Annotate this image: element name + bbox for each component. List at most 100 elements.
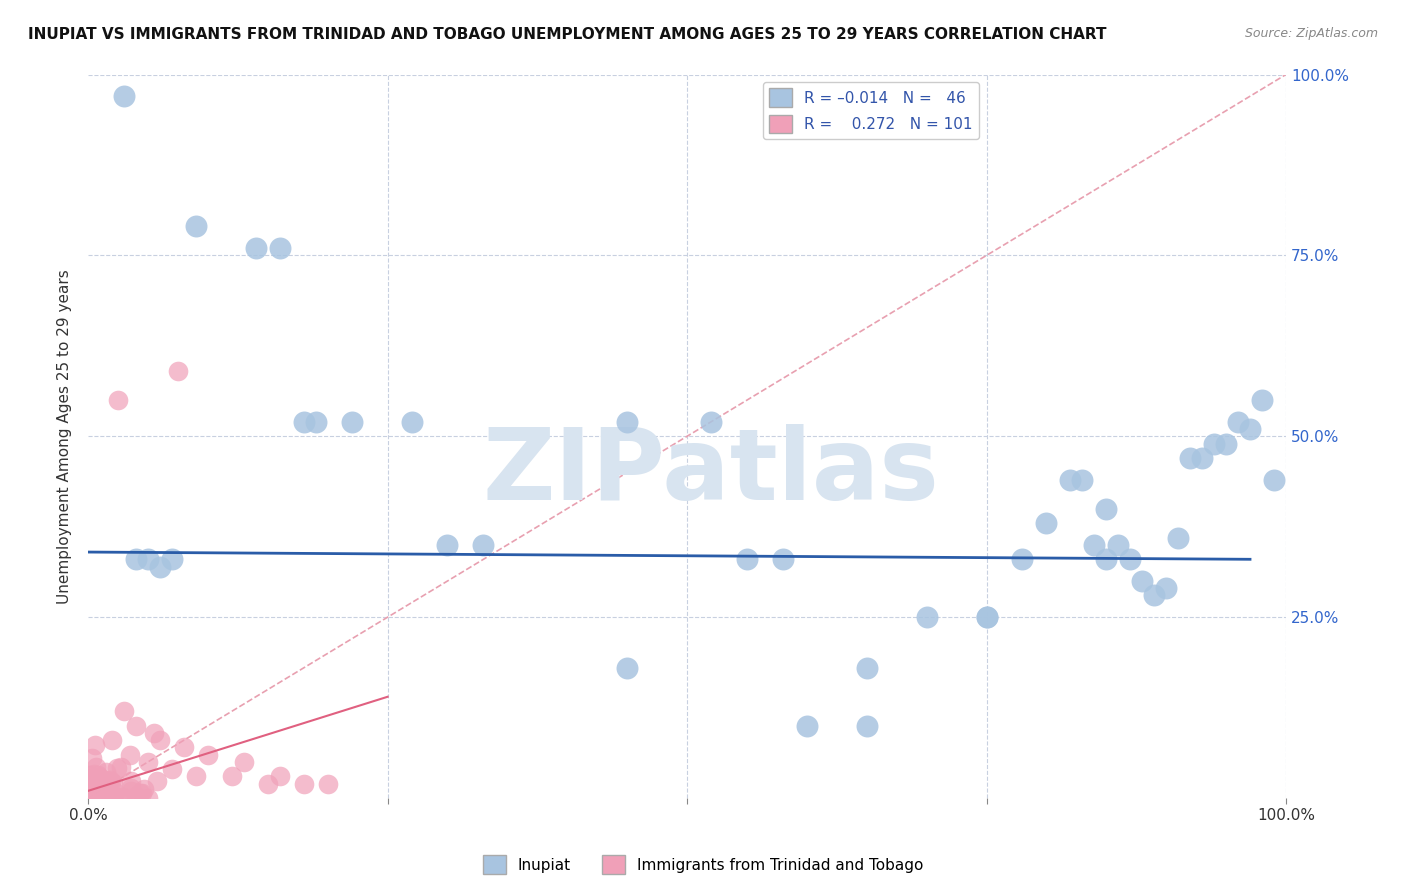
Point [149, 733, 172, 747]
Point [184, 769, 207, 783]
Point [86, 790, 108, 805]
Point [89, 789, 111, 804]
Point [83, 788, 105, 802]
Point [160, 552, 183, 566]
Point [83, 789, 105, 804]
Point [616, 415, 638, 429]
Point [83, 788, 105, 802]
Point [269, 241, 291, 255]
Point [1154, 581, 1177, 595]
Point [292, 415, 315, 429]
Point [111, 790, 134, 805]
Point [136, 755, 159, 769]
Point [101, 733, 124, 747]
Point [167, 364, 190, 378]
Point [1035, 516, 1057, 530]
Point [1178, 450, 1201, 465]
Point [83, 767, 105, 781]
Point [1239, 422, 1261, 436]
Point [83, 778, 105, 792]
Point [98, 789, 121, 803]
Point [86, 774, 108, 789]
Point [87, 782, 110, 797]
Point [90, 772, 112, 787]
Point [87, 777, 110, 791]
Y-axis label: Unemployment Among Ages 25 to 29 years: Unemployment Among Ages 25 to 29 years [58, 268, 72, 604]
Point [197, 747, 219, 762]
Point [1215, 436, 1237, 450]
Point [101, 789, 124, 804]
Point [96, 789, 118, 803]
Point [145, 773, 167, 788]
Point [110, 760, 132, 774]
Point [616, 661, 638, 675]
Point [100, 775, 122, 789]
Point [98, 773, 121, 788]
Point [316, 776, 339, 790]
Point [84, 760, 107, 774]
Point [1071, 473, 1094, 487]
Point [436, 538, 458, 552]
Point [112, 89, 135, 103]
Point [112, 704, 135, 718]
Point [125, 789, 148, 804]
Point [1143, 589, 1166, 603]
Point [100, 790, 122, 805]
Text: ZIPatlas: ZIPatlas [482, 424, 939, 521]
Point [84, 781, 107, 796]
Point [83, 788, 105, 802]
Point [1083, 538, 1105, 552]
Point [80, 781, 103, 796]
Point [80, 777, 103, 791]
Point [86, 772, 108, 786]
Point [138, 791, 160, 805]
Point [472, 538, 495, 552]
Point [1204, 436, 1226, 450]
Point [136, 552, 159, 566]
Point [132, 782, 155, 797]
Point [1107, 538, 1129, 552]
Point [101, 788, 124, 802]
Point [79, 774, 101, 789]
Point [1191, 450, 1213, 465]
Point [1095, 552, 1118, 566]
Point [125, 552, 148, 566]
Point [110, 790, 132, 805]
Point [184, 219, 207, 234]
Point [1227, 415, 1250, 429]
Point [86, 782, 108, 797]
Point [79, 783, 101, 797]
Point [1167, 531, 1189, 545]
Point [97, 773, 120, 788]
Point [87, 785, 110, 799]
Point [1095, 501, 1118, 516]
Point [401, 415, 423, 429]
Point [125, 719, 148, 733]
Point [855, 719, 877, 733]
Point [1119, 552, 1142, 566]
Point [87, 789, 110, 803]
Point [90, 779, 112, 793]
Point [77, 777, 100, 791]
Point [97, 791, 120, 805]
Point [90, 784, 112, 798]
Point [245, 241, 267, 255]
Point [143, 726, 166, 740]
Point [256, 776, 278, 790]
Legend: R = –0.014   N =   46, R =    0.272   N = 101: R = –0.014 N = 46, R = 0.272 N = 101 [763, 82, 979, 139]
Point [89, 770, 111, 784]
Point [79, 771, 101, 785]
Text: Source: ZipAtlas.com: Source: ZipAtlas.com [1244, 27, 1378, 40]
Point [120, 781, 142, 796]
Point [82, 790, 104, 805]
Point [700, 415, 723, 429]
Point [232, 755, 254, 769]
Point [915, 610, 938, 624]
Point [1251, 393, 1274, 408]
Point [91, 783, 114, 797]
Point [120, 773, 142, 788]
Point [305, 415, 328, 429]
Point [87, 789, 110, 803]
Point [79, 768, 101, 782]
Text: INUPIAT VS IMMIGRANTS FROM TRINIDAD AND TOBAGO UNEMPLOYMENT AMONG AGES 25 TO 29 : INUPIAT VS IMMIGRANTS FROM TRINIDAD AND … [28, 27, 1107, 42]
